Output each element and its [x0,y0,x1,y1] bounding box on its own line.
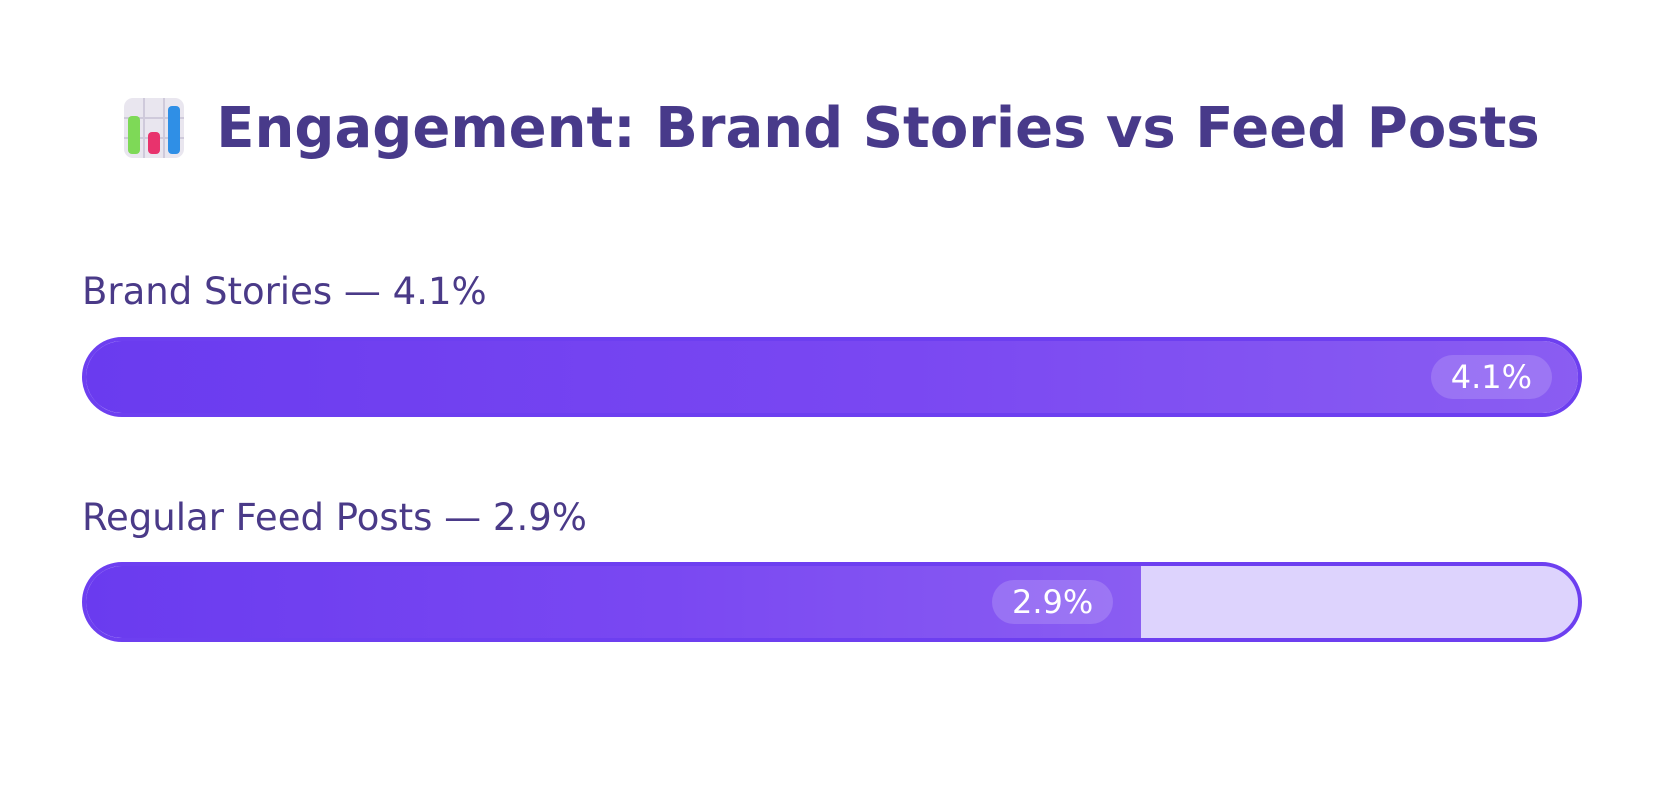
bar-track-regular-feed-posts: 2.9% [82,562,1582,642]
bar-brand-stories: 4.1% [86,341,1578,413]
row-label-regular-feed-posts: Regular Feed Posts — 2.9% [82,496,587,539]
bar-chart-icon [124,98,185,158]
chart-title: Engagement: Brand Stories vs Feed Posts [216,95,1540,161]
bar-track-brand-stories: 4.1% [82,337,1582,417]
value-label-regular-feed-posts: 2.9% [992,580,1114,624]
chart-title-row: Engagement: Brand Stories vs Feed Posts [0,88,1662,168]
value-label-brand-stories: 4.1% [1430,355,1552,399]
bar-regular-feed-posts: 2.9% [86,566,1142,638]
row-label-brand-stories: Brand Stories — 4.1% [82,270,487,313]
